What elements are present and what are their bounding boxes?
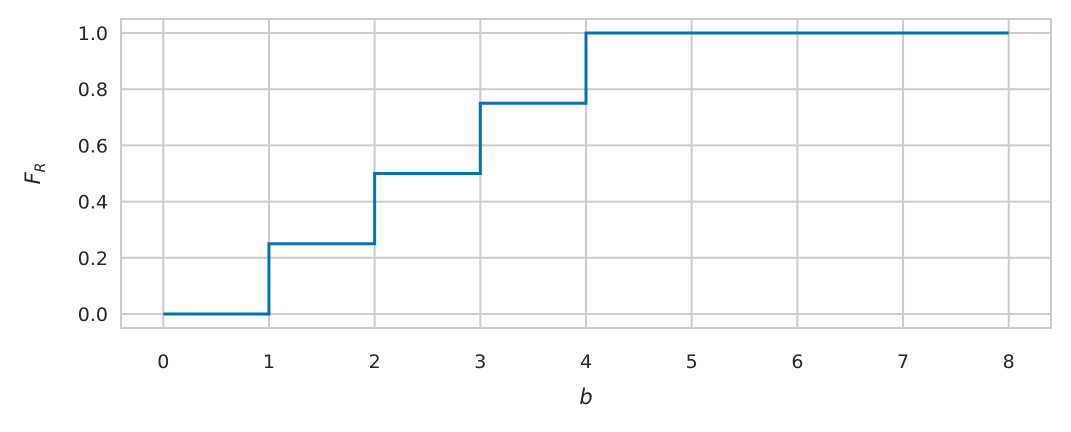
x-tick-labels: 0 1 2 3 4 5 6 7 8 (157, 351, 1015, 373)
y-axis-label-main: F (21, 171, 45, 184)
x-tick-label-8: 8 (1003, 351, 1015, 373)
y-tick-label-5: 1.0 (78, 23, 108, 45)
y-axis-label: FR (21, 163, 49, 185)
x-tick-label-2: 2 (369, 351, 381, 373)
y-tick-label-2: 0.4 (78, 192, 108, 214)
x-tick-label-4: 4 (580, 351, 592, 373)
plot-frame (120, 18, 1052, 329)
x-tick-label-3: 3 (474, 351, 486, 373)
y-tick-labels: 0.0 0.2 0.4 0.6 0.8 1.0 (78, 23, 108, 326)
y-tick-label-3: 0.6 (78, 135, 108, 157)
y-tick-label-0: 0.0 (78, 304, 108, 326)
y-tick-label-4: 0.8 (78, 79, 108, 101)
x-tick-label-6: 6 (791, 351, 803, 373)
step-series-line (163, 31, 1009, 316)
x-tick-label-5: 5 (686, 351, 698, 373)
x-tick-label-0: 0 (157, 351, 169, 373)
y-tick-label-1: 0.2 (78, 248, 108, 270)
x-tick-label-1: 1 (263, 351, 275, 373)
x-axis-label: b (579, 385, 592, 409)
x-tick-label-7: 7 (897, 351, 909, 373)
y-axis-label-subscript: R (33, 163, 49, 173)
